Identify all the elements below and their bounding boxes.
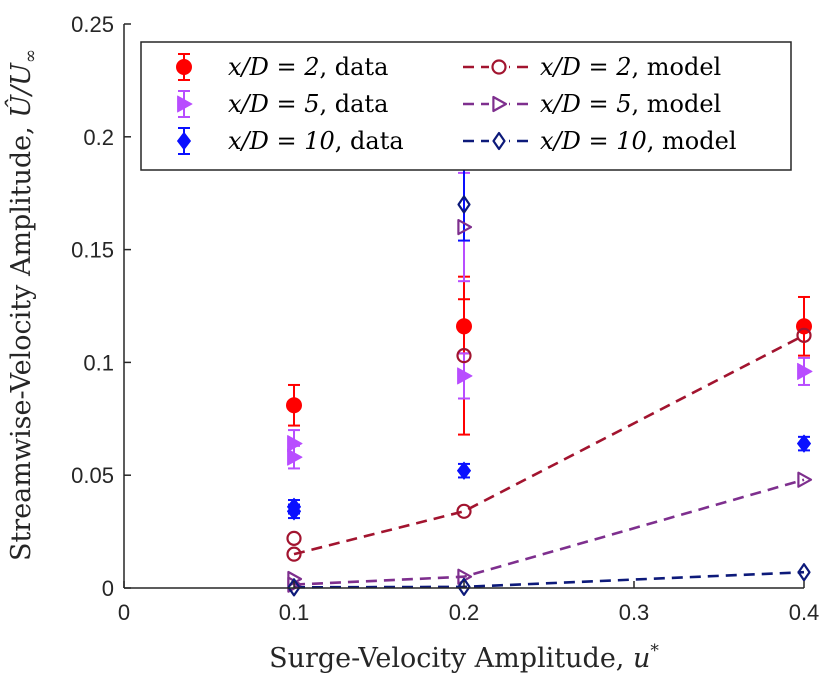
legend-label: x/D = 2, model xyxy=(540,53,721,81)
x-tick-label: 0 xyxy=(118,600,130,625)
legend-marker xyxy=(177,95,193,113)
legend-label: x/D = 5, model xyxy=(540,90,721,118)
data-point-s2-p3 xyxy=(457,367,473,385)
data-point-s1-p1 xyxy=(286,397,302,414)
data-point-s4-p2 xyxy=(286,546,302,562)
x-axis-label: Surge-Velocity Amplitude, u* xyxy=(269,641,659,674)
data-point-s1-p2 xyxy=(456,318,472,335)
plot-layer xyxy=(286,167,813,597)
legend-entry-data-3: x/D = 10, data xyxy=(177,127,404,155)
model-line-2 xyxy=(293,478,805,586)
legend-label: x/D = 5, data xyxy=(228,90,388,118)
model-line-1 xyxy=(293,334,805,556)
y-tick-label: 0.25 xyxy=(71,12,114,37)
data-point-s4-p3 xyxy=(456,348,472,364)
data-point-s3-p3 xyxy=(457,461,471,480)
x-tick-label: 0.1 xyxy=(279,600,310,625)
data-point-s2-p4 xyxy=(797,362,813,380)
y-tick-label: 0.2 xyxy=(83,125,114,150)
data-point-s5-p5 xyxy=(797,471,813,488)
y-tick-label: 0.15 xyxy=(71,238,114,263)
legend-marker xyxy=(492,131,506,151)
legend-entry-model-2: x/D = 5, model xyxy=(463,90,721,118)
y-axis-label: Streamwise-Velocity Amplitude, Û/U∞ xyxy=(3,49,41,561)
legend: x/D = 2, data x/D = 5, data x/D = 10, data… xyxy=(140,41,792,171)
data-point-s6-p3 xyxy=(457,577,471,596)
data-point-s4-p1 xyxy=(286,530,302,546)
legend-marker xyxy=(491,59,507,75)
data-point-s4-p5 xyxy=(796,327,812,343)
y-tick-label: 0.1 xyxy=(83,350,114,375)
data-point-s4-p4 xyxy=(456,503,472,519)
legend-marker xyxy=(176,59,192,75)
data-point-s6-p2 xyxy=(457,195,471,214)
legend-marker xyxy=(492,95,508,113)
legend-label: x/D = 2, data xyxy=(228,53,388,81)
data-point-s6-p4 xyxy=(797,563,811,582)
x-tick-label: 0.4 xyxy=(789,600,820,625)
data-point-s2-p2 xyxy=(287,448,303,466)
legend-box xyxy=(140,41,792,171)
legend-entry-model-3: x/D = 10, model xyxy=(463,127,737,155)
legend-entry-model-1: x/D = 2, model xyxy=(463,53,721,81)
legend-marker-bg xyxy=(489,131,509,151)
data-point-s3-p4 xyxy=(797,434,811,453)
legend-entry-data-2: x/D = 5, data xyxy=(177,90,388,118)
legend-label: x/D = 10, data xyxy=(228,127,404,155)
legend-entries: x/D = 2, data x/D = 5, data x/D = 10, data… xyxy=(176,53,737,155)
data-point-s3-p2 xyxy=(287,502,301,521)
legend-label: x/D = 10, model xyxy=(540,127,737,155)
data-point-s6-p1 xyxy=(287,578,301,597)
legend-marker xyxy=(177,132,191,150)
legend-entry-data-1: x/D = 2, data xyxy=(176,53,388,81)
data-point-s5-p3 xyxy=(457,218,473,236)
axes-layer: 0 0.1 0.2 0.3 0.4 0 0.05 0.1 0.15 0.2 0.25 xyxy=(71,12,819,625)
x-tick-label: 0.2 xyxy=(449,600,480,625)
y-tick-label: 0.05 xyxy=(71,463,114,488)
x-tick-label: 0.3 xyxy=(619,600,650,625)
y-tick-label: 0 xyxy=(102,576,114,601)
